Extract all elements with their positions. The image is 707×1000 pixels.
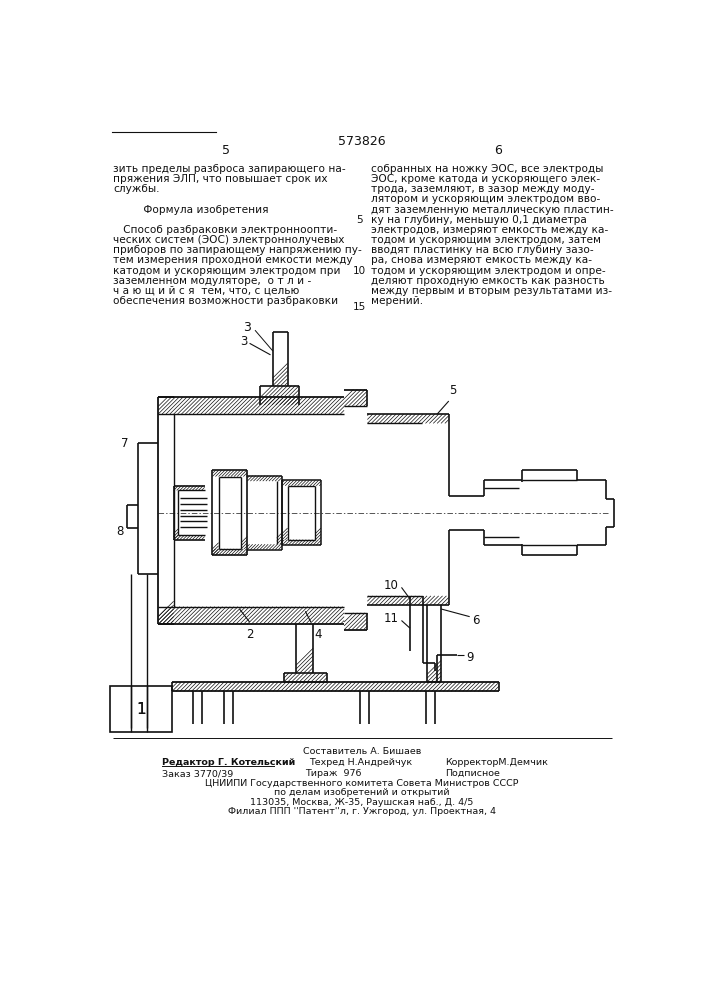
Text: 6: 6: [472, 614, 479, 627]
Text: тем измерения проходной емкости между: тем измерения проходной емкости между: [113, 255, 353, 265]
Text: заземленном модуляторе,  о т л и -: заземленном модуляторе, о т л и -: [113, 276, 311, 286]
Text: Заказ 3770/39: Заказ 3770/39: [162, 769, 233, 778]
Text: Составитель А. Бишаев: Составитель А. Бишаев: [303, 747, 421, 756]
Text: ку на глубину, меньшую 0,1 диаметра: ку на глубину, меньшую 0,1 диаметра: [371, 215, 587, 225]
Text: 573826: 573826: [338, 135, 386, 148]
Text: 1: 1: [136, 702, 146, 717]
Text: ческих систем (ЭОС) электроннолучевых: ческих систем (ЭОС) электроннолучевых: [113, 235, 345, 245]
Text: 3: 3: [243, 321, 251, 334]
Text: по делам изобретений и открытий: по делам изобретений и открытий: [274, 788, 450, 797]
Text: 3: 3: [240, 335, 247, 348]
Text: дят заземленную металлическую пластин-: дят заземленную металлическую пластин-: [371, 205, 614, 215]
Text: Способ разбраковки электронноопти-: Способ разбраковки электронноопти-: [113, 225, 337, 235]
Text: вводят пластинку на всю глубину зазо-: вводят пластинку на всю глубину зазо-: [371, 245, 594, 255]
Text: Филиал ППП ''Патент''л, г. Ужгород, ул. Проектная, 4: Филиал ППП ''Патент''л, г. Ужгород, ул. …: [228, 807, 496, 816]
Text: Тираж  976: Тираж 976: [305, 769, 362, 778]
Text: 9: 9: [467, 651, 474, 664]
Text: приборов по запирающему напряжению пу-: приборов по запирающему напряжению пу-: [113, 245, 362, 255]
Text: КорректорМ.Демчик: КорректорМ.Демчик: [445, 758, 548, 767]
Text: Формула изобретения: Формула изобретения: [113, 205, 269, 215]
Text: 11: 11: [383, 612, 398, 625]
Text: Редактор Г. Котельский: Редактор Г. Котельский: [162, 758, 296, 767]
Text: деляют проходную емкость как разность: деляют проходную емкость как разность: [371, 276, 605, 286]
Text: мерений.: мерений.: [371, 296, 423, 306]
Text: 15: 15: [353, 302, 366, 312]
Text: 10: 10: [383, 579, 398, 592]
Text: 6: 6: [493, 144, 501, 157]
Text: 7: 7: [121, 437, 129, 450]
Text: ч а ю щ и й с я  тем, что, с целью: ч а ю щ и й с я тем, что, с целью: [113, 286, 300, 296]
Text: 5: 5: [449, 384, 456, 397]
Text: зить пределы разброса запирающего на-: зить пределы разброса запирающего на-: [113, 164, 346, 174]
Text: трода, заземляют, в зазор между моду-: трода, заземляют, в зазор между моду-: [371, 184, 595, 194]
Text: катодом и ускоряющим электродом при: катодом и ускоряющим электродом при: [113, 266, 341, 276]
Text: собранных на ножку ЭОС, все электроды: собранных на ножку ЭОС, все электроды: [371, 164, 604, 174]
Text: тодом и ускоряющим электродом и опре-: тодом и ускоряющим электродом и опре-: [371, 266, 606, 276]
Text: ЭОС, кроме катода и ускоряющего элек-: ЭОС, кроме катода и ускоряющего элек-: [371, 174, 600, 184]
Text: 10: 10: [353, 266, 366, 276]
Text: службы.: службы.: [113, 184, 160, 194]
Text: 5: 5: [222, 144, 230, 157]
Text: 5: 5: [356, 215, 363, 225]
Text: тодом и ускоряющим электродом, затем: тодом и ускоряющим электродом, затем: [371, 235, 601, 245]
Bar: [110, 686, 172, 732]
Text: 113035, Москва, Ж-35, Раушская наб., Д. 4/5: 113035, Москва, Ж-35, Раушская наб., Д. …: [250, 798, 474, 807]
Text: Подписное: Подписное: [445, 769, 500, 778]
Text: 4: 4: [314, 628, 322, 641]
Text: 1: 1: [136, 702, 146, 717]
Text: лятором и ускоряющим электродом вво-: лятором и ускоряющим электродом вво-: [371, 194, 600, 204]
Text: пряжения ЭЛП, что повышает срок их: пряжения ЭЛП, что повышает срок их: [113, 174, 328, 184]
Text: электродов, измеряют емкость между ка-: электродов, измеряют емкость между ка-: [371, 225, 609, 235]
Text: Техред Н.Андрейчук: Техред Н.Андрейчук: [309, 758, 412, 767]
Text: ЦНИИПИ Государственного комитета Совета Министров СССР: ЦНИИПИ Государственного комитета Совета …: [205, 779, 519, 788]
Text: 8: 8: [116, 525, 123, 538]
Text: между первым и вторым результатами из-: между первым и вторым результатами из-: [371, 286, 612, 296]
Text: обеспечения возможности разбраковки: обеспечения возможности разбраковки: [113, 296, 339, 306]
Text: 2: 2: [246, 628, 253, 641]
Text: ра, снова измеряют емкость между ка-: ра, снова измеряют емкость между ка-: [371, 255, 592, 265]
